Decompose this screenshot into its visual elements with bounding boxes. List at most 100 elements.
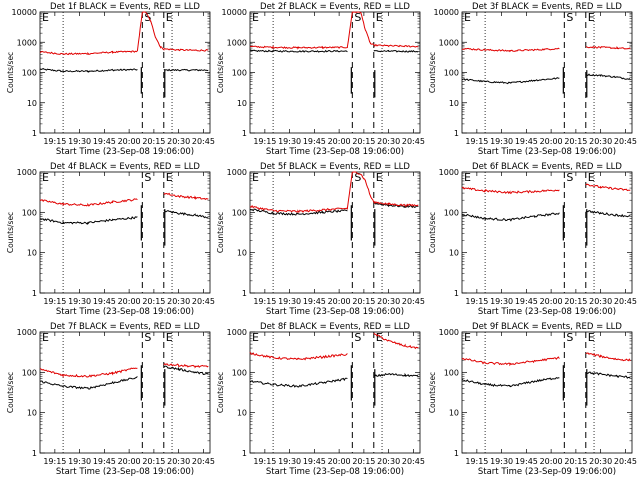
x-tick-label: 20:00 (328, 457, 351, 466)
x-tick-label: 19:15 (465, 137, 488, 146)
x-axis-label: Start Time (23-Sep-08 19:06:00) (478, 147, 616, 157)
x-tick-label: 20:00 (118, 457, 141, 466)
plot-frame (249, 171, 421, 294)
y-tick-label: 10000 (434, 8, 459, 17)
x-tick-label: 20:15 (142, 297, 165, 306)
x-tick-label: 19:30 (68, 457, 91, 466)
y-tick-label: 1000 (17, 168, 37, 177)
x-tick-label: 20:00 (118, 137, 141, 146)
y-tick-label: 100 (444, 208, 459, 217)
marker-label: E (464, 171, 471, 184)
marker-label: E (252, 171, 259, 184)
y-tick-label: 10 (27, 249, 37, 258)
y-tick-label: 100 (22, 69, 37, 78)
x-tick-label: 20:45 (614, 297, 637, 306)
x-tick-label: 19:30 (490, 137, 513, 146)
marker-label: E (252, 331, 259, 344)
panel-title: Det 7f BLACK = Events, RED = LLD (50, 322, 200, 332)
x-tick-label: 19:15 (43, 457, 66, 466)
x-tick-label: 20:45 (402, 297, 425, 306)
marker-label: E (464, 331, 471, 344)
panel-2: Det 2f BLACK = Events, RED = LLD 1 10 100 10… (216, 2, 425, 157)
x-axis-label: Start Time (23-Sep-09 19:06:00) (478, 467, 616, 477)
marker-label: E (42, 331, 49, 344)
x-tick-label: 19:45 (93, 137, 116, 146)
y-axis-label: Counts/sec (428, 52, 437, 93)
x-tick-label: 20:45 (192, 457, 215, 466)
panel-title: Det 5f BLACK = Events, RED = LLD (260, 162, 410, 172)
x-tick-label: 20:00 (328, 297, 351, 306)
x-tick-label: 19:15 (253, 137, 276, 146)
x-axis-label: Start Time (23-Sep-08 19:06:00) (56, 467, 194, 477)
y-tick-label: 10 (449, 409, 459, 418)
y-axis-label: Counts/sec (216, 52, 225, 93)
x-tick-label: 20:15 (142, 137, 165, 146)
x-tick-label: 20:30 (377, 457, 400, 466)
plot-frame (461, 331, 633, 454)
series-line-lld (39, 11, 209, 56)
x-tick-label: 19:30 (490, 457, 513, 466)
x-tick-label: 20:00 (540, 137, 563, 146)
x-tick-label: 19:30 (278, 457, 301, 466)
plot-frame (249, 11, 421, 134)
x-tick-label: 20:45 (402, 137, 425, 146)
y-tick-label: 1 (32, 449, 37, 458)
plot-frame (39, 331, 211, 454)
y-tick-label: 10 (237, 409, 247, 418)
y-axis-label: Counts/sec (6, 52, 15, 93)
panel-title: Det 6f BLACK = Events, RED = LLD (472, 162, 622, 172)
marker-label: E (588, 11, 595, 24)
x-tick-label: 19:45 (515, 457, 538, 466)
y-tick-label: 100 (232, 208, 247, 217)
y-tick-label: 10 (237, 249, 247, 258)
x-tick-label: 19:15 (43, 137, 66, 146)
marker-label: S (354, 171, 361, 184)
y-tick-label: 10 (27, 409, 37, 418)
x-tick-label: 19:45 (515, 297, 538, 306)
x-tick-label: 19:30 (68, 297, 91, 306)
series-line-events (39, 365, 209, 390)
x-tick-label: 19:15 (465, 457, 488, 466)
x-tick-label: 19:15 (43, 297, 66, 306)
panel-3: Det 3f BLACK = Events, RED = LLD 1 10 100 10… (428, 2, 637, 157)
series-line-lld (461, 183, 631, 195)
series-line-events (461, 371, 631, 388)
x-tick-label: 19:30 (490, 297, 513, 306)
x-tick-label: 19:30 (278, 297, 301, 306)
x-tick-label: 20:00 (328, 137, 351, 146)
x-tick-label: 20:30 (377, 297, 400, 306)
series-line-events (249, 49, 419, 53)
series-line-lld (249, 332, 419, 361)
y-tick-label: 10000 (222, 8, 247, 17)
y-tick-label: 1 (454, 289, 459, 298)
series-line-lld (249, 11, 419, 50)
y-tick-label: 100 (232, 69, 247, 78)
marker-label: E (166, 11, 173, 24)
panel-4: Det 4f BLACK = Events, RED = LLD 1 10 100 10… (6, 162, 215, 317)
series-line-lld (461, 352, 631, 367)
x-axis-label: Start Time (23-Sep-08 19:06:00) (266, 147, 404, 157)
series-line-events (249, 372, 419, 388)
y-axis-label: Counts/sec (428, 372, 437, 413)
panel-title: Det 9f BLACK = Events, RED = LLD (472, 322, 622, 332)
x-tick-label: 20:45 (614, 137, 637, 146)
marker-label: S (354, 11, 361, 24)
marker-label: E (376, 11, 383, 24)
x-axis-label: Start Time (23-Sep-08 19:06:00) (56, 307, 194, 317)
panel-9: Det 9f BLACK = Events, RED = LLD 1 10 100 10… (428, 322, 637, 477)
panel-1: Det 1f BLACK = Events, RED = LLD 1 10 100 10… (6, 2, 215, 157)
series-line-lld (461, 45, 631, 53)
x-tick-label: 19:45 (303, 137, 326, 146)
x-tick-label: 20:45 (192, 137, 215, 146)
panel-title: Det 2f BLACK = Events, RED = LLD (260, 2, 410, 12)
x-tick-label: 20:15 (564, 137, 587, 146)
panel-title: Det 4f BLACK = Events, RED = LLD (50, 162, 200, 172)
y-tick-label: 100 (22, 208, 37, 217)
marker-label: S (144, 171, 151, 184)
x-tick-label: 20:45 (614, 457, 637, 466)
x-tick-label: 20:45 (192, 297, 215, 306)
marker-label: S (144, 331, 151, 344)
y-axis-label: Counts/sec (216, 212, 225, 253)
x-tick-label: 20:15 (142, 457, 165, 466)
